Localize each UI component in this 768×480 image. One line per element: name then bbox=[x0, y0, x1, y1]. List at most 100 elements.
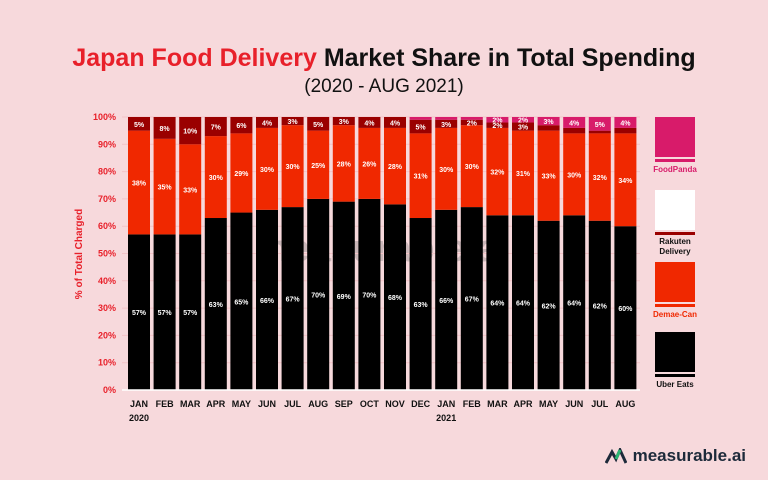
x-tick-label: SEP bbox=[335, 399, 353, 409]
bar-segment-demae-can bbox=[384, 127, 406, 205]
x-tick-label: JAN bbox=[437, 399, 455, 409]
bar-segment-rakuten-delivery bbox=[332, 117, 355, 126]
x-tick-label: OCT bbox=[360, 399, 380, 409]
data-label: 30% bbox=[286, 164, 301, 171]
bar-segment-demae-can bbox=[486, 127, 509, 216]
data-label: 66% bbox=[260, 298, 275, 305]
bar-segment-rakuten-delivery bbox=[256, 117, 278, 128]
data-label: 26% bbox=[362, 161, 377, 168]
data-label: 29% bbox=[234, 171, 249, 178]
data-label: 63% bbox=[414, 302, 429, 309]
data-label: 30% bbox=[465, 164, 480, 171]
bar-segment-demae-can bbox=[256, 127, 278, 210]
bar-segment-demae-can bbox=[307, 130, 330, 199]
title-rest: Market Share in Total Spending bbox=[316, 44, 696, 72]
x-tick-label: DEC bbox=[411, 399, 431, 409]
legend-label: Delivery bbox=[659, 247, 691, 256]
bar-segment-uber-eats bbox=[435, 209, 458, 390]
bar-segment-demae-can bbox=[332, 125, 355, 202]
bar-segment-foodpanda bbox=[588, 117, 611, 131]
bar-segment-foodpanda bbox=[486, 117, 509, 123]
bar-segment-rakuten-delivery bbox=[512, 122, 534, 131]
data-label: 69% bbox=[337, 294, 352, 301]
data-label: 64% bbox=[490, 301, 505, 308]
data-label: 7% bbox=[211, 125, 222, 132]
bar-segment-rakuten-delivery bbox=[230, 117, 253, 134]
bar-segment-uber-eats bbox=[179, 234, 202, 390]
bar-segment-foodpanda bbox=[460, 117, 483, 120]
data-label: 28% bbox=[337, 161, 352, 168]
legend-swatch bbox=[655, 304, 695, 307]
bar-segment-uber-eats bbox=[153, 234, 176, 390]
data-label: 4% bbox=[390, 120, 401, 127]
bar-segment-uber-eats bbox=[460, 207, 483, 390]
chart-title: Japan Food Delivery Market Share in Tota… bbox=[0, 44, 768, 73]
data-label: 3% bbox=[288, 119, 299, 126]
data-label: 35% bbox=[158, 185, 173, 192]
y-tick-label: 30% bbox=[98, 303, 116, 313]
data-label: 2% bbox=[492, 118, 503, 125]
chart-subtitle: (2020 - AUG 2021) bbox=[304, 76, 464, 97]
bar-segment-foodpanda bbox=[537, 117, 560, 126]
bar-segment-demae-can bbox=[358, 127, 381, 199]
bar-segment-rakuten-delivery bbox=[409, 119, 432, 134]
data-label: 67% bbox=[465, 297, 480, 304]
legend-logo-rakuten-delivery bbox=[655, 190, 695, 230]
data-label: 10% bbox=[183, 129, 198, 136]
bar-segment-rakuten-delivery bbox=[537, 125, 560, 131]
y-tick-label: 50% bbox=[98, 249, 116, 259]
data-label: 2% bbox=[518, 118, 529, 125]
bar-segment-rakuten-delivery bbox=[281, 117, 304, 126]
data-label: 31% bbox=[414, 174, 429, 181]
title-highlight: Japan Food Delivery bbox=[72, 44, 317, 72]
data-label: 34% bbox=[618, 178, 633, 185]
data-label: 66% bbox=[439, 298, 454, 305]
bar-segment-uber-eats bbox=[230, 212, 253, 390]
legend-logo-uber-eats bbox=[655, 332, 695, 372]
bar-segment-demae-can bbox=[588, 133, 611, 221]
data-label: 63% bbox=[209, 302, 224, 309]
legend-swatch bbox=[655, 232, 695, 235]
x-tick-label: MAR bbox=[180, 399, 201, 409]
bar-segment-demae-can bbox=[179, 144, 202, 235]
data-label: 3% bbox=[518, 125, 529, 132]
data-label: 8% bbox=[160, 126, 171, 133]
data-label: 30% bbox=[567, 172, 582, 179]
x-tick-label: MAY bbox=[539, 399, 558, 409]
legend-label: Rakuten bbox=[659, 237, 691, 246]
x-tick-label: FEB bbox=[463, 399, 482, 409]
y-tick-label: 100% bbox=[93, 112, 116, 122]
data-label: 70% bbox=[362, 292, 377, 299]
bar-segment-demae-can bbox=[204, 136, 227, 219]
data-label: 60% bbox=[618, 306, 633, 313]
y-tick-label: 70% bbox=[98, 194, 116, 204]
x-tick-label: MAR bbox=[487, 399, 508, 409]
bar-segment-rakuten-delivery bbox=[614, 127, 637, 134]
bar-segment-demae-can bbox=[537, 130, 560, 221]
data-label: 5% bbox=[416, 125, 427, 132]
data-label: 65% bbox=[234, 299, 249, 306]
data-label: 2% bbox=[492, 123, 503, 130]
bar-segment-uber-eats bbox=[409, 218, 432, 390]
bar-segment-rakuten-delivery bbox=[179, 117, 202, 145]
bar-segment-foodpanda bbox=[435, 117, 458, 120]
data-label: 6% bbox=[236, 123, 247, 130]
bar-segment-demae-can bbox=[435, 127, 458, 210]
data-label: 32% bbox=[490, 170, 505, 177]
bar-segment-uber-eats bbox=[204, 218, 227, 390]
data-label: 67% bbox=[286, 297, 301, 304]
bar-segment-rakuten-delivery bbox=[563, 127, 586, 134]
data-label: 30% bbox=[209, 175, 224, 182]
bar-segment-demae-can bbox=[230, 133, 253, 213]
data-label: 5% bbox=[313, 122, 324, 129]
bar-segment-rakuten-delivery bbox=[358, 117, 381, 128]
data-label: 25% bbox=[311, 163, 326, 170]
bar-segment-demae-can bbox=[460, 125, 483, 208]
data-label: 33% bbox=[183, 187, 198, 194]
x-tick-label: FEB bbox=[156, 399, 175, 409]
bar-segment-demae-can bbox=[153, 138, 176, 235]
bar-segment-rakuten-delivery bbox=[460, 119, 483, 126]
legend-label: Demae-Can bbox=[653, 310, 697, 319]
data-label: 3% bbox=[544, 119, 555, 126]
